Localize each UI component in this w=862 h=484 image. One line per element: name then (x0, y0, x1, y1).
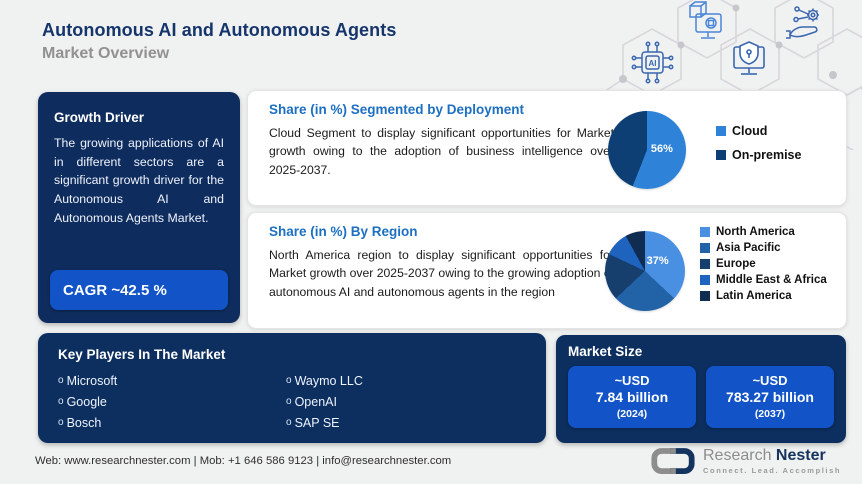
key-players-column-1: o Microsoft o Google o Bosch (58, 371, 286, 433)
key-player-name: SAP SE (294, 416, 340, 430)
key-players-title: Key Players In The Market (58, 347, 226, 362)
key-player-item: o Waymo LLC (286, 371, 514, 391)
key-player-item: o Microsoft (58, 371, 286, 391)
legend-swatch-icon (700, 275, 710, 285)
cagr-badge: CAGR ~42.5 % (50, 270, 228, 310)
growth-driver-body: The growing applications of AI in differ… (54, 136, 224, 225)
legend-swatch-icon (700, 227, 710, 237)
market-size-title: Market Size (568, 344, 643, 359)
key-player-item: o Bosch (58, 413, 286, 433)
key-player-name: OpenAI (294, 395, 337, 409)
key-player-item: o OpenAI (286, 392, 514, 412)
market-size-2024-badge: ~USD 7.84 billion (2024) (568, 366, 696, 428)
hexagon-pattern: AI (603, 0, 862, 150)
page-subtitle: Market Overview (42, 45, 170, 62)
bullet-icon: o (286, 396, 292, 407)
region-card-title: Share (in %) By Region (269, 224, 418, 239)
key-players-column-2: o Waymo LLC o OpenAI o SAP SE (286, 371, 514, 433)
growth-driver-box: Growth Driver The growing applications o… (38, 92, 240, 323)
legend-item: Asia Pacific (700, 242, 827, 254)
region-card-body: North America region to display signific… (269, 248, 614, 299)
legend-swatch-icon (716, 150, 726, 160)
legend-item: Europe (700, 258, 827, 270)
key-player-item: o SAP SE (286, 413, 514, 433)
market-size-year: (2037) (754, 407, 786, 420)
brand-name: Research Nester (703, 446, 841, 464)
key-player-name: Microsoft (66, 374, 118, 388)
bullet-icon: o (58, 375, 64, 386)
key-player-item: o Google (58, 392, 286, 412)
region-share-card: Share (in %) By Region North America reg… (247, 212, 847, 329)
page-title: Autonomous AI and Autonomous Agents (42, 20, 397, 40)
pie-data-label: 37% (646, 255, 669, 267)
research-nester-logo-icon (651, 448, 695, 474)
deployment-pie-chart: 56% (608, 111, 686, 189)
market-size-2037-badge: ~USD 783.27 billion (2037) (706, 366, 834, 428)
legend-item: Cloud (716, 124, 801, 138)
bullet-icon: o (58, 396, 64, 407)
brand-name-research: Research (703, 446, 776, 464)
brand-name-nester: Nester (775, 446, 826, 464)
legend-item: Latin America (700, 290, 827, 302)
deployment-share-card: Share (in %) Segmented by Deployment Clo… (247, 90, 847, 206)
key-player-name: Waymo LLC (294, 374, 363, 388)
key-player-name: Bosch (66, 416, 102, 430)
legend-label: Latin America (716, 290, 792, 302)
legend-label: Cloud (732, 124, 768, 138)
legend-swatch-icon (700, 243, 710, 253)
market-size-value: 7.84 billion (595, 389, 669, 406)
legend-label: North America (716, 226, 795, 238)
legend-label: Europe (716, 258, 756, 270)
market-size-box: Market Size ~USD 7.84 billion (2024) ~US… (556, 335, 846, 443)
legend-label: Middle East & Africa (716, 274, 827, 286)
deployment-card-body: Cloud Segment to display significant opp… (269, 126, 614, 177)
key-player-name: Google (66, 395, 107, 409)
hand-network-gear-icon (786, 6, 819, 39)
market-size-currency: ~USD (614, 372, 650, 388)
ai-chip-icon: AI (631, 41, 674, 84)
market-size-year: (2024) (616, 407, 648, 420)
brand-logo: Research Nester Connect. Lead. Accomplis… (650, 446, 841, 476)
market-size-currency: ~USD (752, 372, 788, 388)
ar-cube-monitor-icon (689, 1, 722, 39)
pie-data-label: 56% (650, 142, 673, 155)
key-players-box: Key Players In The Market o Microsoft o Goo… (38, 333, 546, 443)
legend-swatch-icon (700, 259, 710, 269)
region-pie-chart: 37% (605, 231, 685, 311)
bullet-icon: o (286, 417, 292, 428)
legend-swatch-icon (716, 126, 726, 136)
deployment-legend: Cloud On-premise (716, 124, 801, 162)
legend-swatch-icon (700, 291, 710, 301)
growth-driver-title: Growth Driver (54, 110, 145, 125)
legend-item: North America (700, 226, 827, 238)
shield-security-monitor-icon (733, 41, 765, 75)
legend-item: On-premise (716, 148, 801, 162)
svg-text:AI: AI (649, 59, 657, 68)
deployment-card-title: Share (in %) Segmented by Deployment (269, 102, 525, 117)
footer-contact-info: Web: www.researchnester.com | Mob: +1 64… (35, 455, 452, 467)
legend-label: Asia Pacific (716, 242, 781, 254)
bullet-icon: o (58, 417, 64, 428)
market-size-value: 783.27 billion (726, 389, 814, 406)
bullet-icon: o (286, 375, 292, 386)
legend-label: On-premise (732, 148, 802, 162)
brand-tagline: Connect. Lead. Accomplish (703, 465, 842, 475)
legend-item: Middle East & Africa (700, 274, 827, 286)
region-legend: North America Asia Pacific Europe Middle Ea… (700, 226, 827, 302)
